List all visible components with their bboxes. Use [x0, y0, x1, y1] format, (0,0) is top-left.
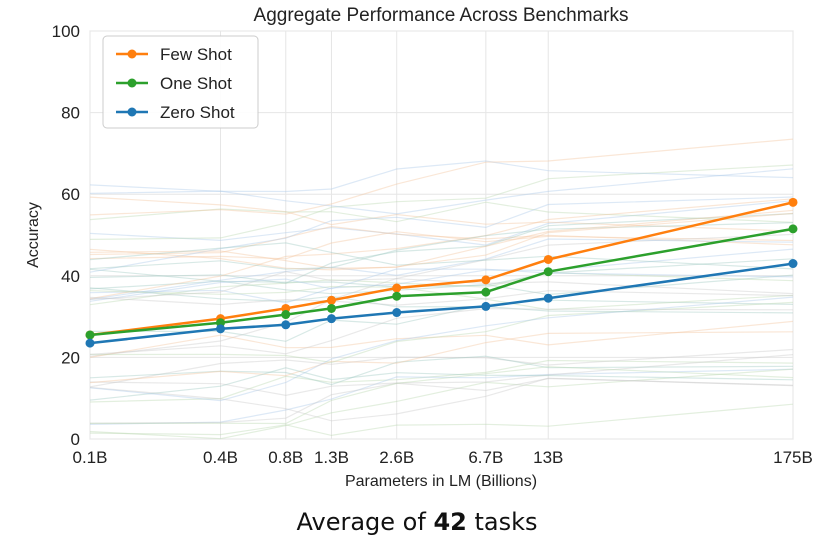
background-task-line — [89, 359, 794, 403]
background-task-line — [89, 296, 794, 402]
data-point-zero-shot — [481, 301, 491, 311]
y-tick-label: 40 — [61, 267, 80, 286]
x-tick-label: 13B — [533, 448, 563, 467]
data-point-one-shot — [543, 267, 553, 277]
background-task-line — [89, 354, 794, 397]
caption-count: 42 — [433, 508, 467, 536]
data-point-zero-shot — [281, 320, 291, 330]
legend-marker — [127, 107, 137, 117]
background-task-line — [89, 355, 794, 386]
background-task-line — [89, 213, 794, 284]
background-task-line — [89, 377, 794, 424]
legend-marker — [127, 49, 137, 59]
background-task-line — [89, 307, 794, 355]
y-tick-label: 60 — [61, 185, 80, 204]
x-tick-label: 6.7B — [468, 448, 503, 467]
data-point-few-shot — [326, 295, 336, 305]
background-task-line — [89, 209, 794, 269]
data-point-one-shot — [481, 287, 491, 297]
caption-suffix: tasks — [466, 508, 538, 536]
background-task-line — [89, 377, 794, 422]
legend-label: One Shot — [160, 74, 232, 93]
legend-label: Few Shot — [160, 45, 232, 64]
chart-title: Aggregate Performance Across Benchmarks — [254, 5, 629, 26]
background-task-lines — [89, 138, 794, 440]
data-point-zero-shot — [392, 308, 402, 318]
data-point-one-shot — [281, 310, 291, 320]
data-point-one-shot — [788, 224, 798, 234]
caption-prefix: Average of — [296, 508, 434, 536]
data-point-few-shot — [543, 254, 553, 264]
y-axis-ticks: 0 20 40 60 80 100 — [52, 22, 80, 449]
background-task-line — [89, 201, 794, 223]
background-task-line — [89, 200, 794, 246]
series-line-few-shot — [89, 201, 794, 337]
y-tick-label: 0 — [71, 430, 80, 449]
x-tick-label: 2.6B — [379, 448, 414, 467]
data-point-few-shot — [392, 283, 402, 293]
background-task-line — [90, 299, 794, 342]
background-task-line — [89, 196, 794, 273]
background-task-line — [89, 138, 794, 216]
background-task-line — [89, 168, 794, 215]
grid — [89, 30, 794, 440]
background-task-line — [89, 368, 794, 440]
background-task-line — [89, 196, 794, 232]
background-task-line — [89, 368, 794, 425]
background-task-line — [89, 367, 794, 401]
series-group — [85, 197, 798, 348]
background-task-line — [89, 233, 794, 357]
background-task-line — [89, 320, 794, 358]
caption: Average of 42 tasks — [0, 508, 834, 536]
background-task-line — [89, 212, 794, 271]
series-line-one-shot — [89, 227, 794, 337]
background-task-line — [89, 268, 794, 302]
data-point-few-shot — [788, 197, 798, 207]
x-tick-label: 0.1B — [73, 448, 108, 467]
data-point-zero-shot — [85, 338, 95, 348]
background-task-line — [89, 225, 794, 256]
background-task-line — [89, 164, 794, 240]
chart: Aggregate Performance Across Benchmarks … — [25, 5, 813, 490]
series-line-zero-shot — [89, 262, 794, 345]
x-tick-label: 175B — [773, 448, 813, 467]
background-task-line — [89, 285, 794, 311]
background-task-line — [89, 238, 794, 300]
y-axis-label: Accuracy — [25, 202, 42, 268]
legend-label: Zero Shot — [160, 103, 235, 122]
background-task-line — [89, 222, 794, 270]
legend-box — [102, 35, 259, 129]
x-axis-label: Parameters in LM (Billions) — [345, 473, 537, 490]
legend: Few Shot One Shot Zero Shot — [102, 35, 259, 129]
background-task-line — [89, 366, 794, 425]
background-task-line — [89, 348, 794, 388]
data-point-one-shot — [85, 330, 95, 340]
x-tick-label: 0.8B — [268, 448, 303, 467]
data-point-zero-shot — [216, 324, 226, 334]
background-task-line — [89, 274, 794, 296]
data-point-one-shot — [326, 303, 336, 313]
background-task-line — [89, 271, 794, 300]
background-task-line — [89, 301, 794, 364]
data-point-zero-shot — [326, 314, 336, 324]
y-tick-label: 100 — [52, 22, 80, 41]
x-tick-label: 1.3B — [314, 448, 349, 467]
data-point-few-shot — [481, 275, 491, 285]
background-task-line — [89, 198, 794, 300]
data-point-one-shot — [392, 291, 402, 301]
x-axis-ticks: 0.1B 0.4B 0.8B 1.3B 2.6B 6.7B 13B 175B — [73, 448, 813, 467]
y-tick-label: 80 — [61, 104, 80, 123]
x-tick-label: 0.4B — [203, 448, 238, 467]
background-task-line — [89, 231, 794, 260]
background-task-line — [89, 403, 794, 437]
data-point-zero-shot — [788, 259, 798, 269]
background-task-line — [89, 331, 794, 384]
data-point-zero-shot — [543, 293, 553, 303]
y-tick-label: 20 — [61, 348, 80, 367]
background-task-line — [89, 242, 794, 270]
legend-marker — [127, 78, 137, 88]
background-task-line — [89, 248, 794, 304]
background-task-line — [89, 160, 794, 193]
